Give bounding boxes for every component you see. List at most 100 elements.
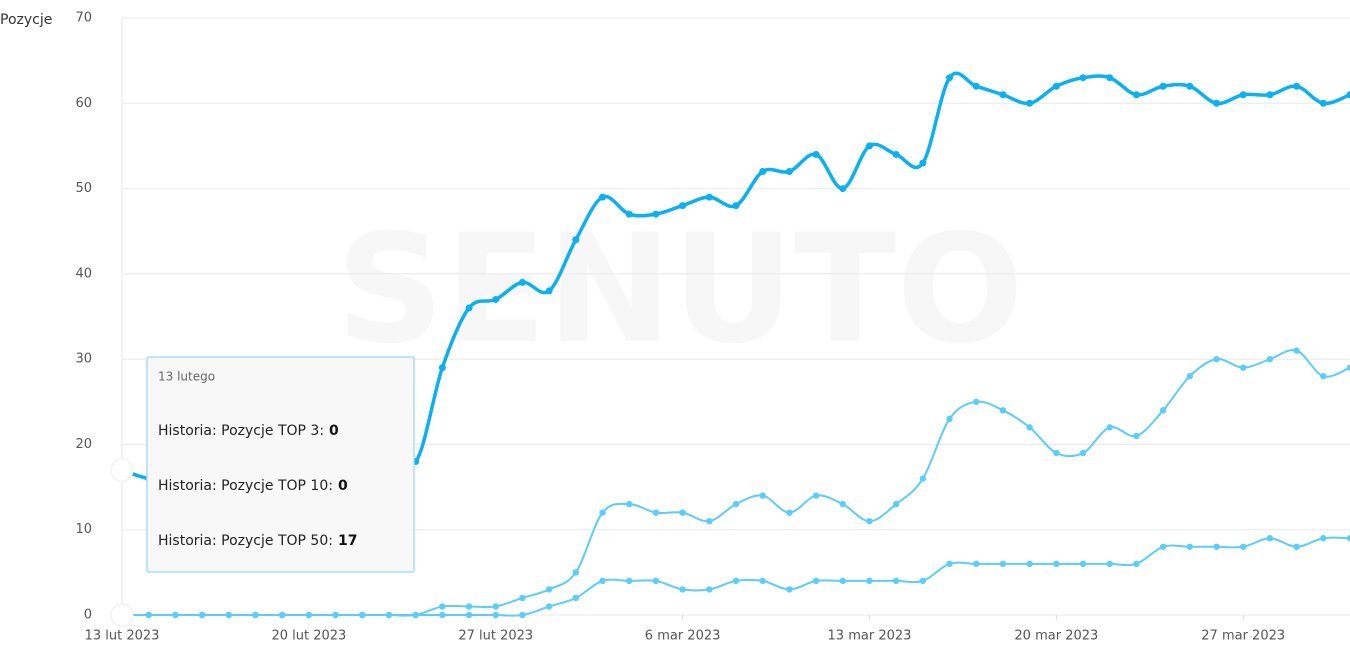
data-point: [385, 611, 393, 619]
tooltip-value: 17: [338, 533, 357, 549]
data-point: [973, 398, 980, 405]
data-point: [1026, 99, 1034, 107]
data-point: [145, 611, 152, 619]
data-point: [919, 159, 927, 167]
data-point: [973, 560, 980, 568]
data-point: [465, 603, 473, 610]
data-point: [1266, 535, 1274, 542]
data-point: [625, 210, 633, 218]
data-point: [572, 569, 580, 576]
tooltip-line: Historia: Pozycje TOP 3: 0: [158, 423, 339, 439]
data-point: [545, 603, 553, 610]
tooltip-line: Historia: Pozycje TOP 50: 17: [158, 533, 357, 549]
tooltip-label: Historia: Pozycje TOP 10:: [158, 478, 333, 494]
y-tick-label: 70: [75, 11, 92, 26]
data-point: [892, 577, 900, 585]
data-point: [492, 295, 500, 303]
x-tick-label: 27 mar 2023: [1201, 629, 1285, 644]
y-axis-label: Pozycje: [0, 12, 52, 28]
data-point: [1053, 449, 1060, 457]
data-point: [652, 577, 660, 585]
data-point: [1159, 543, 1167, 550]
data-point: [1026, 560, 1033, 568]
data-point: [1293, 347, 1300, 354]
data-point: [999, 91, 1007, 99]
data-point: [732, 577, 740, 585]
data-point: [1319, 99, 1327, 107]
data-point: [1240, 543, 1247, 550]
data-point: [1266, 355, 1274, 363]
tooltip-line: Historia: Pozycje TOP 10: 0: [158, 478, 348, 494]
data-point: [866, 577, 873, 585]
data-point: [572, 594, 580, 602]
hover-marker: [110, 458, 134, 482]
hover-marker: [110, 603, 134, 627]
data-point: [626, 500, 633, 508]
tooltip-label: Historia: Pozycje TOP 3:: [158, 423, 324, 439]
data-point: [1159, 82, 1167, 90]
data-point: [1133, 432, 1140, 440]
x-tick-label: 20 mar 2023: [1014, 629, 1098, 644]
data-point: [812, 577, 820, 585]
data-point: [785, 168, 793, 176]
data-point: [1132, 91, 1140, 99]
y-tick-label: 40: [75, 266, 92, 281]
data-point: [626, 577, 633, 585]
data-point: [1213, 355, 1220, 363]
tooltip: [146, 356, 415, 573]
data-point: [999, 560, 1007, 568]
data-point: [946, 74, 954, 82]
data-point: [946, 415, 953, 423]
data-point: [1320, 535, 1327, 542]
data-point: [1079, 449, 1087, 457]
x-tick-label: 20 lut 2023: [271, 629, 346, 644]
tooltip-value: 0: [329, 423, 339, 439]
data-point: [679, 586, 686, 593]
data-point: [519, 594, 526, 602]
data-point: [786, 509, 793, 516]
data-point: [759, 577, 766, 585]
data-point: [492, 611, 499, 619]
x-tick-label: 6 mar 2023: [645, 629, 721, 644]
data-point: [812, 492, 820, 499]
data-point: [198, 611, 206, 619]
data-point: [1346, 364, 1350, 371]
data-point: [465, 304, 473, 312]
data-point: [652, 509, 660, 516]
y-tick-label: 20: [75, 437, 92, 452]
data-point: [732, 500, 740, 508]
data-point: [892, 500, 900, 508]
data-point: [705, 193, 713, 201]
data-point: [545, 287, 553, 295]
data-point: [1239, 91, 1247, 99]
data-point: [1159, 407, 1167, 414]
data-point: [1186, 82, 1194, 90]
data-point: [839, 500, 846, 508]
data-point: [465, 611, 473, 619]
data-point: [412, 611, 419, 619]
data-point: [599, 577, 606, 585]
data-point: [1053, 560, 1060, 568]
data-point: [518, 278, 526, 286]
y-tick-label: 30: [75, 352, 92, 367]
data-point: [1346, 535, 1350, 542]
y-tick-label: 0: [84, 608, 92, 623]
data-point: [599, 193, 607, 201]
data-point: [1133, 560, 1140, 568]
data-point: [1346, 91, 1350, 99]
y-tick-label: 50: [75, 181, 92, 196]
tooltip-title: 13 lutego: [158, 370, 215, 384]
data-point: [1026, 424, 1033, 431]
data-point: [439, 611, 446, 619]
data-point: [1186, 543, 1194, 550]
watermark: SENUTO: [336, 203, 1024, 377]
data-point: [438, 364, 446, 372]
y-tick-label: 60: [75, 96, 92, 111]
data-point: [866, 517, 873, 525]
data-point: [706, 586, 713, 593]
data-point: [1266, 91, 1274, 99]
data-point: [652, 210, 660, 218]
data-point: [892, 150, 900, 158]
data-point: [732, 202, 740, 210]
data-point: [545, 586, 553, 593]
